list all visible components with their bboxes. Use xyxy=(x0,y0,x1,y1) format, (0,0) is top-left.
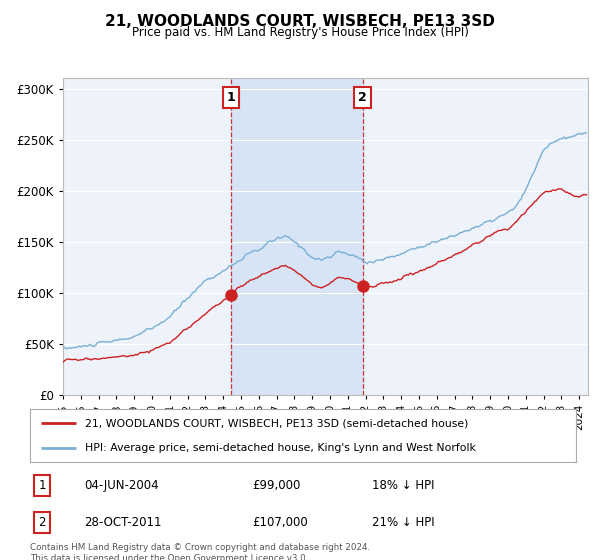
Text: Price paid vs. HM Land Registry's House Price Index (HPI): Price paid vs. HM Land Registry's House … xyxy=(131,26,469,39)
Text: £99,000: £99,000 xyxy=(252,479,301,492)
Text: Contains HM Land Registry data © Crown copyright and database right 2024.
This d: Contains HM Land Registry data © Crown c… xyxy=(30,543,370,560)
Text: 21, WOODLANDS COURT, WISBECH, PE13 3SD: 21, WOODLANDS COURT, WISBECH, PE13 3SD xyxy=(105,14,495,29)
Text: 21% ↓ HPI: 21% ↓ HPI xyxy=(372,516,434,529)
Text: 21, WOODLANDS COURT, WISBECH, PE13 3SD (semi-detached house): 21, WOODLANDS COURT, WISBECH, PE13 3SD (… xyxy=(85,418,468,428)
Text: 2: 2 xyxy=(38,516,46,529)
Text: 2: 2 xyxy=(358,91,367,104)
Text: 1: 1 xyxy=(226,91,235,104)
Text: 04-JUN-2004: 04-JUN-2004 xyxy=(84,479,158,492)
Text: 1: 1 xyxy=(38,479,46,492)
Text: £107,000: £107,000 xyxy=(252,516,308,529)
Text: HPI: Average price, semi-detached house, King's Lynn and West Norfolk: HPI: Average price, semi-detached house,… xyxy=(85,442,475,452)
Text: 28-OCT-2011: 28-OCT-2011 xyxy=(84,516,161,529)
Text: 18% ↓ HPI: 18% ↓ HPI xyxy=(372,479,434,492)
Bar xyxy=(230,78,362,395)
